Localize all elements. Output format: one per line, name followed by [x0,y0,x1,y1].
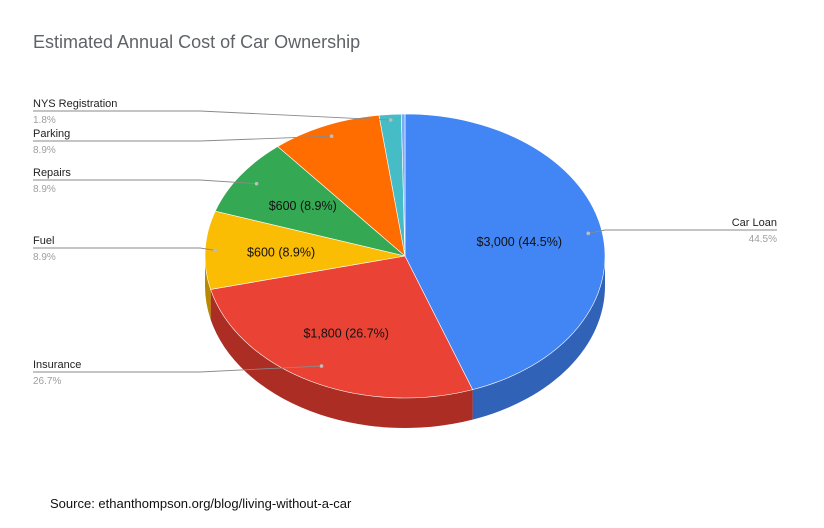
value-label-car-loan: $3,000 (44.5%) [477,235,562,249]
value-label-repairs: $600 (8.9%) [269,199,337,213]
legend-name-fuel: Fuel [33,235,54,247]
source-note: Source: ethanthompson.org/blog/living-wi… [50,496,352,511]
leader-car-loan [588,229,777,234]
slice-car-loan [404,113,606,390]
side-insurance [210,289,473,428]
legend-name-car-loan: Car Loan [732,217,777,229]
legend-name-insurance: Insurance [33,359,81,371]
leader-dot-nys-registration [388,118,393,122]
leader-nys-registration [33,110,391,121]
leader-lines [33,110,777,373]
slice-insurance [210,255,474,399]
leader-dot-fuel [213,248,217,253]
value-label-insurance: $1,800 (26.7%) [303,327,388,341]
legend-percent-car-loan: 44.5% [749,234,777,245]
legend-percent-nys-registration: 1.8% [33,115,56,126]
leader-dot-insurance [319,364,324,368]
leader-repairs [33,179,257,185]
leader-parking [33,135,332,142]
leader-fuel [33,247,216,251]
legend-name-parking: Parking [33,128,70,140]
pie-tops [204,113,606,399]
leader-dot-repairs [254,181,259,186]
leader-insurance [33,365,322,373]
legend-name-nys-registration: NYS Registration [33,98,117,110]
slice-unlabeled [400,113,406,257]
legend-percent-insurance: 26.7% [33,376,61,387]
chart-title: Estimated Annual Cost of Car Ownership [33,32,360,52]
legend-percent-fuel: 8.9% [33,252,56,263]
slice-parking [277,114,406,257]
slice-repairs [214,146,406,257]
slice-fuel [204,210,406,290]
legend-name-repairs: Repairs [33,167,71,179]
value-label-fuel: $600 (8.9%) [247,245,315,259]
side-fuel [205,256,211,320]
leader-dot-parking [329,134,334,138]
legend-percent-repairs: 8.9% [33,184,56,195]
legend-percent-parking: 8.9% [33,145,56,156]
leader-dot-car-loan [586,231,591,236]
chart-labels: $3,000 (44.5%) $1,800 (26.7%) $600 (8.9%) $… [33,98,777,387]
